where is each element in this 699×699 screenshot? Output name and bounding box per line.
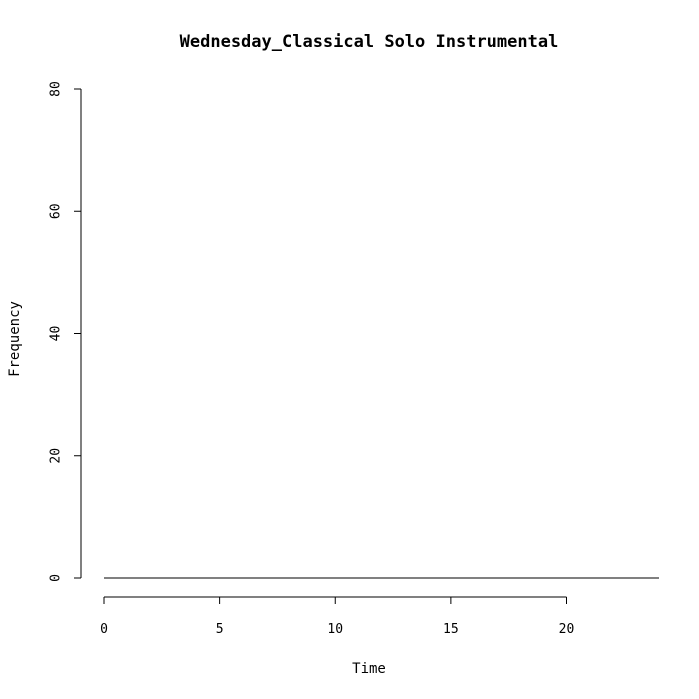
x-tick-label: 5 <box>216 622 224 637</box>
x-tick-label: 10 <box>327 622 343 637</box>
y-tick-label: 80 <box>49 81 64 97</box>
y-tick-label: 40 <box>49 326 64 342</box>
y-tick-label: 60 <box>49 203 64 219</box>
y-tick-label: 20 <box>49 448 64 464</box>
x-axis-label: Time <box>352 661 386 677</box>
x-tick-label: 15 <box>443 622 459 637</box>
x-tick-label: 0 <box>100 622 108 637</box>
y-tick-label: 0 <box>49 574 64 582</box>
y-axis-label: Frequency <box>7 301 23 377</box>
chart-title: Wednesday_Classical Solo Instrumental <box>180 32 559 52</box>
x-tick-label: 20 <box>559 622 575 637</box>
x-axis: 0 5 10 15 20 <box>100 596 575 637</box>
y-axis: 0 20 40 60 80 <box>49 81 82 582</box>
